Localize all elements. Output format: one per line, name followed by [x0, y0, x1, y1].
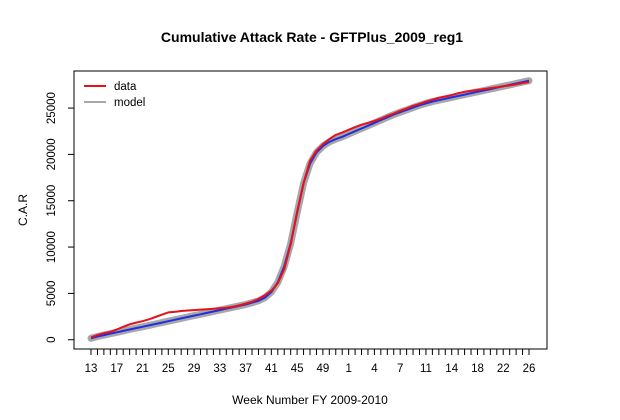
x-tick-label: 4	[371, 363, 378, 375]
y-axis: 0 5000 10000 15000 20000 25000	[46, 92, 74, 343]
x-tick-label: 26	[523, 363, 536, 375]
y-tick-label: 15000	[46, 185, 58, 217]
y-tick-label: 0	[46, 336, 58, 342]
x-tick-label: 41	[265, 363, 278, 375]
series-layer	[87, 77, 533, 342]
x-tick-label: 1	[345, 363, 351, 375]
x-tick-label: 45	[291, 363, 304, 375]
x-tick-label: 18	[471, 363, 484, 375]
x-tick-label: 49	[316, 363, 329, 375]
y-tick-label: 5000	[46, 281, 58, 307]
x-tick-label: 17	[110, 363, 123, 375]
x-axis-label: Week Number FY 2009-2010	[232, 393, 388, 407]
y-tick-label: 20000	[46, 138, 58, 170]
model-band	[87, 77, 533, 342]
y-axis-label: C.A.R	[16, 194, 30, 226]
x-tick-label: 33	[213, 363, 226, 375]
x-tick-label: 14	[445, 363, 458, 375]
x-tick-label: 7	[397, 363, 403, 375]
x-tick-label: 22	[497, 363, 510, 375]
x-tick-label: 11	[420, 363, 432, 375]
data-line	[90, 81, 530, 339]
x-tick-label: 25	[162, 363, 175, 375]
chart-title: Cumulative Attack Rate - GFTPlus_2009_re…	[161, 29, 463, 45]
x-tick-label: 29	[188, 363, 201, 375]
x-tick-label: 37	[239, 363, 252, 375]
plot-frame	[73, 70, 548, 350]
legend: data model	[84, 81, 145, 109]
x-tick-label: 21	[136, 363, 149, 375]
model-mean-line	[90, 79, 530, 340]
legend-label-model: model	[114, 97, 145, 109]
x-tick-label: 13	[85, 363, 98, 375]
y-tick-label: 25000	[46, 92, 58, 124]
legend-label-data: data	[114, 81, 137, 93]
x-axis: 13 17 21 25 29 33 37 41 45 49 1 4 7 11 14 18 22 26	[85, 349, 536, 375]
y-tick-label: 10000	[46, 231, 58, 263]
